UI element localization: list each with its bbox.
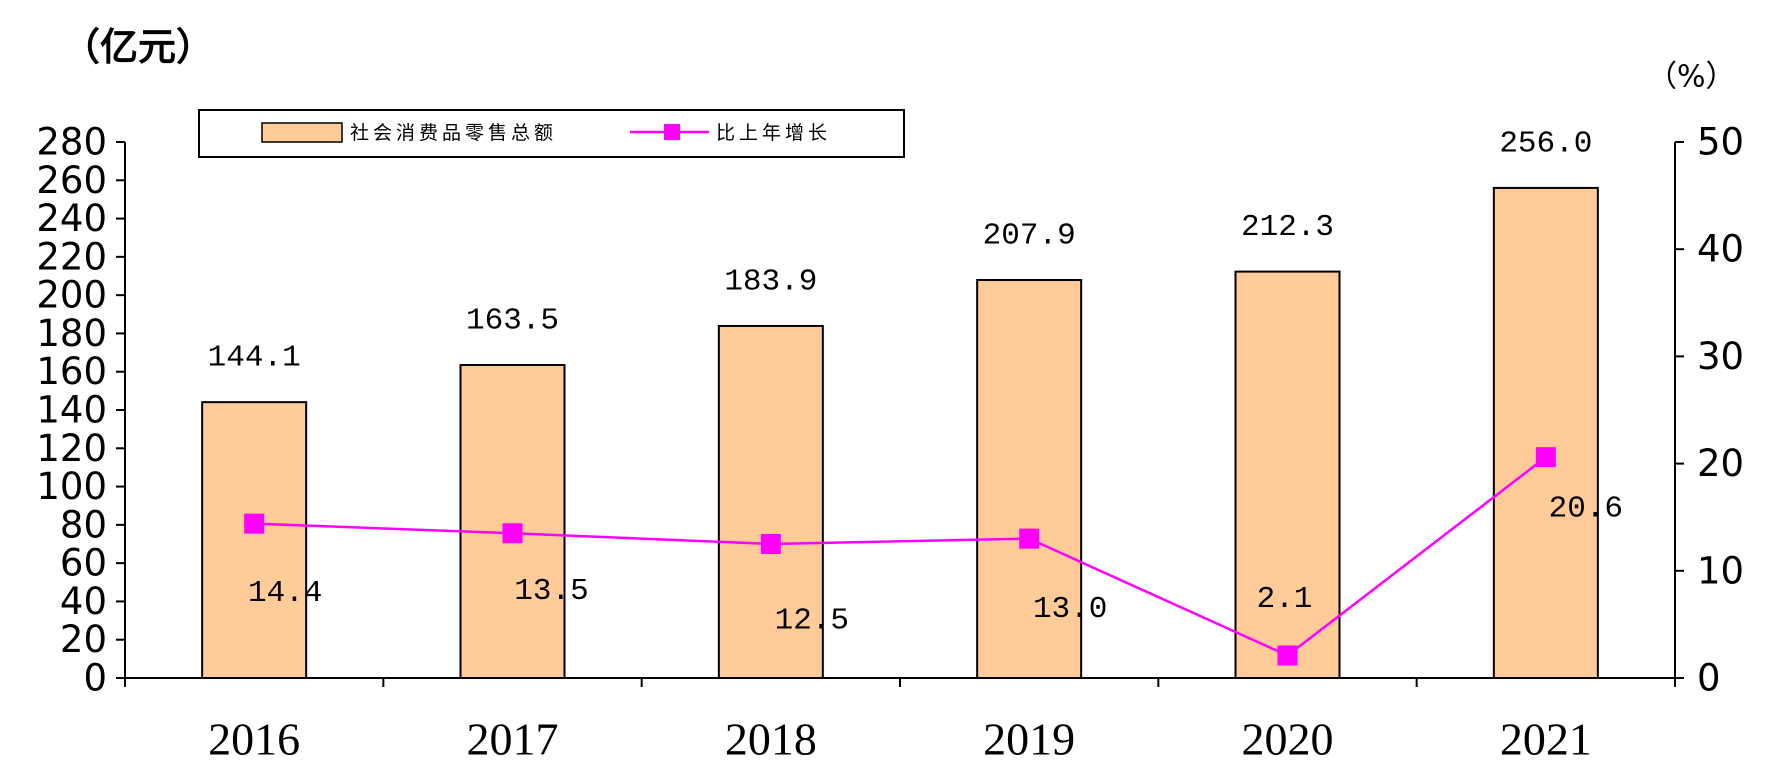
left-y-tick-label: 40 (60, 580, 107, 623)
growth-value-label: 13.5 (514, 574, 588, 609)
growth-marker-2021 (1535, 447, 1556, 468)
growth-value-label: 2.1 (1257, 582, 1313, 617)
left-y-tick-label: 280 (36, 121, 107, 164)
bar-value-label: 207.9 (983, 219, 1076, 254)
bar-2018 (717, 324, 824, 679)
bar-value-label: 183.9 (724, 264, 817, 299)
growth-marker-2018 (760, 534, 781, 554)
growth-marker-2020 (1277, 645, 1298, 666)
axes: 0204060801001201401601802002202402602800… (36, 121, 1744, 765)
bar-value-label: 256.0 (1499, 126, 1592, 161)
left-y-tick-label: 140 (36, 389, 107, 432)
legend-bar-label: 社会消费品零售总额 (350, 122, 557, 144)
growth-line-series (244, 447, 1556, 666)
growth-marker-2016 (244, 513, 265, 534)
left-y-tick-label: 260 (36, 159, 107, 202)
bar-2020 (1234, 270, 1341, 679)
right-y-tick-label: 50 (1697, 121, 1744, 164)
right-y-tick-label: 0 (1697, 657, 1721, 700)
left-y-tick-label: 200 (36, 274, 107, 317)
left-y-tick-label: 220 (36, 235, 107, 278)
legend-bar-swatch (261, 122, 343, 143)
growth-marker-2019 (1019, 528, 1040, 549)
bar-2016 (201, 401, 308, 679)
bar-value-label: 144.1 (208, 341, 301, 376)
left-y-tick-label: 160 (36, 350, 107, 393)
right-y-tick-label: 30 (1697, 335, 1744, 378)
left-axis-unit-label: （亿元） (62, 25, 214, 69)
x-axis-category-label: 2016 (208, 714, 300, 765)
left-y-tick-label: 60 (60, 542, 107, 585)
right-y-tick-label: 40 (1697, 228, 1744, 271)
x-axis-category-label: 2017 (467, 714, 559, 765)
right-y-tick-label: 10 (1697, 549, 1744, 592)
growth-value-label: 20.6 (1549, 492, 1623, 527)
left-y-tick-label: 180 (36, 312, 107, 355)
data-labels: 144.1 163.5 183.9 207.9 212.3 256.0 14.4 13.5 12… (208, 126, 1623, 638)
x-axis-category-label: 2018 (725, 714, 817, 765)
bar-value-label: 163.5 (466, 304, 559, 339)
bar-series (201, 186, 1599, 679)
left-y-tick-label: 80 (60, 503, 107, 546)
right-y-tick-label: 20 (1697, 442, 1744, 485)
growth-value-label: 12.5 (775, 604, 849, 639)
left-y-tick-label: 0 (83, 657, 107, 700)
x-axis-category-label: 2021 (1500, 714, 1592, 765)
x-axis-category-label: 2020 (1242, 714, 1334, 765)
legend-line-label: 比上年增长 (716, 122, 831, 144)
growth-value-label: 13.0 (1033, 592, 1107, 627)
x-axis-category-label: 2019 (983, 714, 1075, 765)
left-y-tick-label: 20 (60, 618, 107, 661)
bar-value-label: 212.3 (1241, 210, 1334, 245)
bar-2021 (1492, 186, 1599, 679)
growth-value-label: 14.4 (248, 576, 322, 611)
left-y-tick-label: 100 (36, 465, 107, 508)
bar-2017 (459, 364, 566, 679)
left-y-tick-label: 240 (36, 197, 107, 240)
legend: 社会消费品零售总额 比上年增长 (198, 109, 905, 158)
legend-line-marker (664, 124, 680, 140)
growth-marker-2017 (502, 523, 523, 544)
left-y-tick-label: 120 (36, 427, 107, 470)
growth-line (254, 456, 1547, 657)
right-axis-unit-label: （%） (1647, 60, 1736, 95)
